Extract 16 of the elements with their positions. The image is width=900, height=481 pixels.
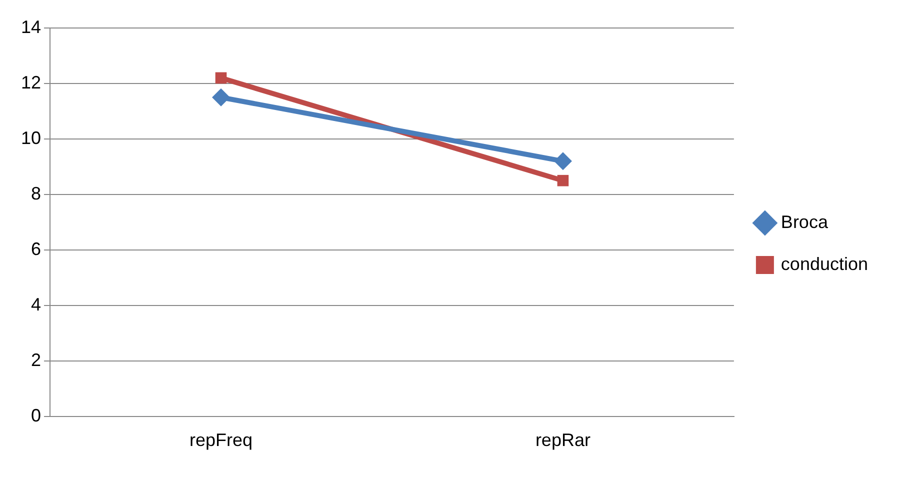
point — [557, 174, 569, 186]
y-tick-label: 8 — [31, 183, 42, 204]
legend-label: conduction — [780, 254, 868, 274]
point — [554, 152, 572, 170]
y-tick-label: 12 — [20, 72, 42, 92]
y-tick-label: 6 — [31, 238, 42, 259]
y-tick-label: 2 — [31, 350, 42, 370]
y-tick-label: 14 — [20, 16, 42, 37]
point — [212, 88, 230, 106]
y-tick-label: 10 — [20, 128, 42, 148]
y-tick-label: 0 — [31, 405, 42, 426]
point — [215, 72, 227, 84]
x-tick-label: repRar — [535, 430, 590, 450]
x-tick-label: repFreq — [189, 430, 253, 450]
legend-label: Broca — [780, 212, 829, 232]
y-tick-label: 4 — [31, 294, 42, 314]
